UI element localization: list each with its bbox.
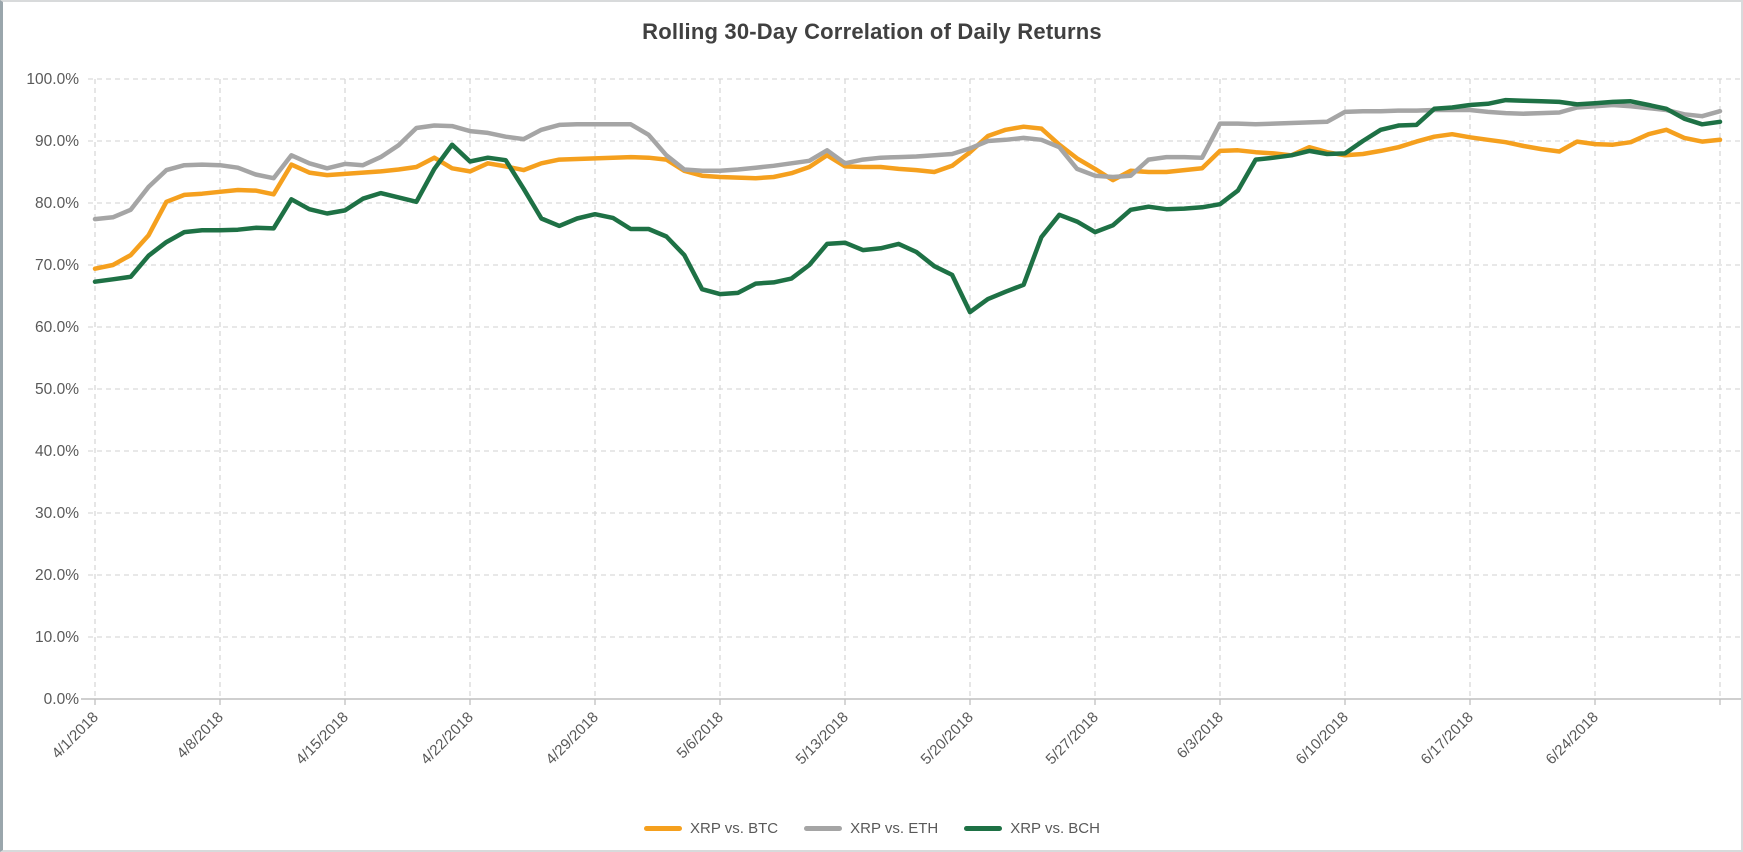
series-line-xrp-vs-btc (92, 124, 1723, 271)
y-axis-label: 70.0% (35, 257, 79, 274)
x-axis-label: 4/29/2018 (543, 709, 602, 768)
x-axis-label: 4/22/2018 (418, 709, 477, 768)
legend-swatch-xrp-btc-icon (644, 826, 683, 831)
y-axis-label: 30.0% (35, 505, 79, 522)
x-axis-label: 4/8/2018 (174, 709, 227, 762)
y-axis-label: 100.0% (26, 71, 79, 88)
y-axis-label: 90.0% (35, 133, 79, 150)
x-axis-label: 6/3/2018 (1174, 709, 1227, 762)
y-axis-label: 50.0% (35, 381, 79, 398)
legend-item-xrp-eth: XRP vs. ETH (804, 820, 938, 837)
legend-swatch-xrp-bch-icon (964, 826, 1003, 831)
legend-item-xrp-btc: XRP vs. BTC (644, 820, 778, 837)
chart-title: Rolling 30-Day Correlation of Daily Retu… (642, 19, 1102, 44)
x-axis-label: 4/1/2018 (49, 709, 102, 762)
x-axis-label: 6/10/2018 (1293, 709, 1352, 768)
chart-legend: XRP vs. BTC XRP vs. ETH XRP vs. BCH (3, 820, 1741, 837)
legend-item-xrp-bch: XRP vs. BCH (964, 820, 1100, 837)
x-axis-label: 5/27/2018 (1043, 709, 1102, 768)
series-line-xrp-vs-eth (92, 102, 1723, 222)
x-axis-label: 6/17/2018 (1418, 709, 1477, 768)
legend-swatch-xrp-eth-icon (804, 826, 843, 831)
x-axis-label: 6/24/2018 (1543, 709, 1602, 768)
x-axis-label: 5/6/2018 (674, 709, 727, 762)
y-axis-label: 20.0% (35, 567, 79, 584)
y-axis-label: 40.0% (35, 443, 79, 460)
x-axis-label: 4/15/2018 (293, 709, 352, 768)
y-axis-label: 10.0% (35, 629, 79, 646)
x-axis-label: 5/13/2018 (793, 709, 852, 768)
legend-label-xrp-eth: XRP vs. ETH (850, 820, 939, 837)
y-axis-label: 60.0% (35, 319, 79, 336)
legend-label-xrp-bch: XRP vs. BCH (1010, 820, 1100, 837)
chart-plot-area: 100.0% 90.0% 80.0% 70.0% 60.0% 50.0% 40.0% 30.0… (26, 71, 1741, 768)
y-axis-label: 80.0% (35, 195, 79, 212)
x-axis-label: 5/20/2018 (918, 709, 977, 768)
legend-label-xrp-btc: XRP vs. BTC (690, 820, 779, 837)
y-axis-label: 0.0% (44, 691, 80, 708)
series-line-xrp-vs-bch (92, 97, 1723, 315)
